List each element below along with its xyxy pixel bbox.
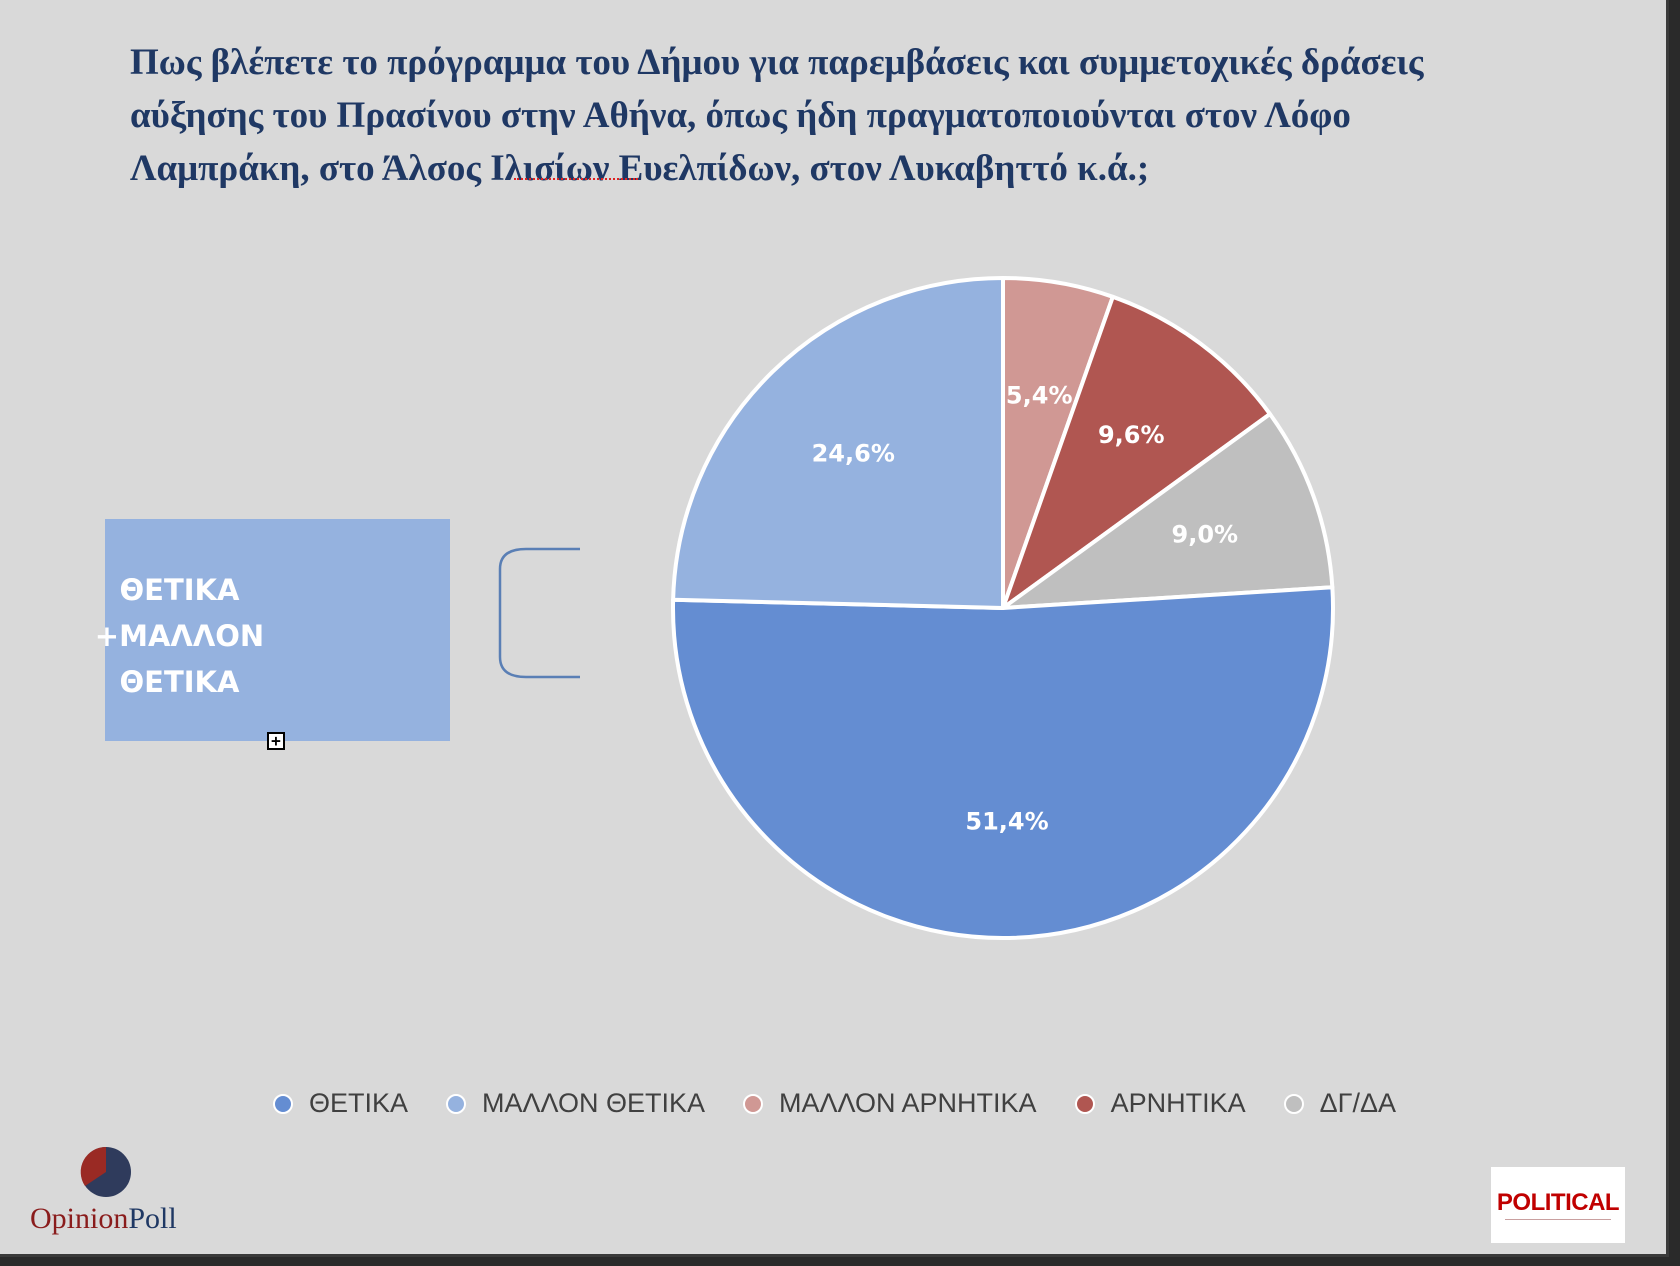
pie-slice-3[interactable] (671, 585, 1335, 940)
pie-slice-2[interactable] (1001, 412, 1335, 610)
pie-data-label-0: 5,4% (1006, 382, 1073, 410)
opinionpoll-logo-icon (80, 1146, 131, 1197)
spellcheck-underline (514, 172, 638, 180)
legend-item-3[interactable]: ΑΡΝΗΤΙΚΑ (1074, 1088, 1246, 1119)
legend-marker-icon (1074, 1093, 1095, 1114)
legend-label: ΘΕΤΙΚΑ (308, 1088, 408, 1118)
bullet-icon: • (119, 577, 132, 602)
chart-legend: ΘΕΤΙΚΑ ΜΑΛΛΟΝ ΘΕΤΙΚΑ ΜΑΛΛΟΝ ΑΡΝΗΤΙΚΑ ΑΡΝΗΤΙ… (0, 1088, 1669, 1119)
pie-data-label-3: 51,4% (965, 807, 1048, 835)
legend-marker-icon (445, 1093, 466, 1114)
political-logo-tagline (1505, 1219, 1611, 1223)
bracket-connector (498, 547, 580, 679)
legend-item-4[interactable]: ΔΓ/ΔΑ (1283, 1088, 1397, 1119)
pie-data-label-4: 24,6% (812, 439, 895, 467)
opinionpoll-logo-text: OpinionPoll (30, 1202, 177, 1236)
pie-slice-1[interactable] (1001, 294, 1272, 610)
legend-label: ΑΡΝΗΤΙΚΑ (1110, 1088, 1246, 1118)
political-logo-text: POLITICAL (1496, 1189, 1620, 1216)
legend-item-1[interactable]: ΜΑΛΛΟΝ ΘΕΤΙΚΑ (445, 1088, 706, 1119)
pie-slice-4[interactable] (671, 276, 1005, 610)
pie-data-label-1: 9,6% (1098, 421, 1165, 449)
opinion-word: Opinion (30, 1202, 129, 1235)
legend-item-2[interactable]: ΜΑΛΛΟΝ ΑΡΝΗΤΙΚΑ (743, 1088, 1037, 1119)
callout-text: ΘΕΤΙΚΑ +ΜΑΛΛΟΝ ΘΕΤΙΚΑ (94, 573, 265, 699)
poll-word: Poll (128, 1202, 177, 1235)
legend-label: ΔΓ/ΔΑ (1319, 1088, 1397, 1118)
legend-item-0[interactable]: ΘΕΤΙΚΑ (272, 1088, 408, 1119)
legend-label: ΜΑΛΛΟΝ ΑΡΝΗΤΙΚΑ (779, 1088, 1037, 1118)
chart-title: Πως βλέπετε το πρόγραμμα του Δήμου για π… (130, 42, 1424, 189)
legend-marker-icon (272, 1093, 293, 1114)
legend-marker-icon (1283, 1093, 1304, 1114)
legend-marker-icon (743, 1093, 764, 1114)
opinionpoll-logo: OpinionPoll (30, 1142, 190, 1242)
expand-icon[interactable]: + (267, 732, 285, 750)
positive-summary-callout[interactable]: • ΘΕΤΙΚΑ +ΜΑΛΛΟΝ ΘΕΤΙΚΑ (95, 519, 450, 741)
legend-label: ΜΑΛΛΟΝ ΘΕΤΙΚΑ (481, 1088, 706, 1118)
pie-data-label-2: 9,0% (1172, 520, 1239, 548)
political-logo: POLITICAL (1491, 1167, 1625, 1243)
